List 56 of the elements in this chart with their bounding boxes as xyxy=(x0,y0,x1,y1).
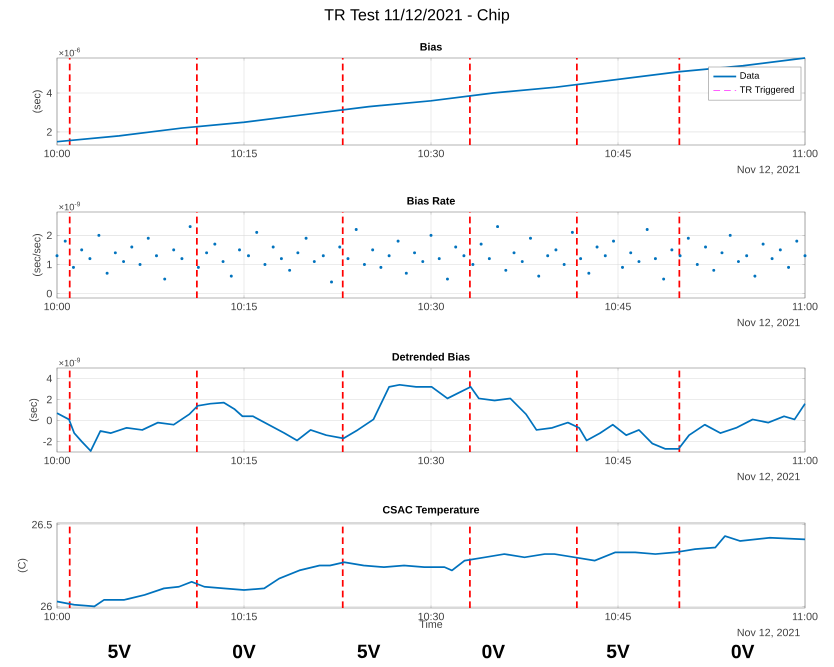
x-tick-label: 11:00 xyxy=(792,612,818,620)
text: ×10$^{-6}$ xyxy=(59,48,80,56)
text: ×10$^{-9}$ xyxy=(59,202,80,210)
y-tick-label: 1 xyxy=(47,260,52,268)
y-axis-title: (sec) xyxy=(32,90,43,113)
x-axis-title: Time xyxy=(420,620,442,628)
legend-label: TR Triggered xyxy=(740,86,794,95)
y-axis-title: (C) xyxy=(18,558,28,572)
x-tick-label: 10:00 xyxy=(44,456,70,464)
y-axis-title: (sec/sec) xyxy=(32,234,43,276)
x-tick-label: 11:00 xyxy=(792,150,818,158)
text: Nov 12, 2021 xyxy=(738,628,800,638)
x-tick-label: 10:45 xyxy=(605,612,631,620)
chart-title: Detrended Bias xyxy=(392,352,470,361)
text: Nov 12, 2021 xyxy=(738,166,800,175)
text: 0V xyxy=(233,644,256,658)
x-tick-label: 10:45 xyxy=(605,456,631,464)
x-tick-label: 10:30 xyxy=(418,150,444,158)
x-tick-label: 10:45 xyxy=(605,150,631,158)
x-tick-label: 10:15 xyxy=(231,302,257,310)
y-tick-label: 2 xyxy=(46,232,52,240)
y-tick-label: 4 xyxy=(46,374,52,382)
text: 0V xyxy=(732,644,754,658)
y-tick-label: 4 xyxy=(46,89,52,97)
x-tick-label: 11:00 xyxy=(792,302,818,310)
y-tick-label: 0 xyxy=(46,290,52,298)
y-tick-label: 26 xyxy=(40,602,52,610)
x-tick-label: 10:15 xyxy=(231,612,257,620)
y-tick-label: 2 xyxy=(46,128,52,136)
chart-title: TR Test 11/12/2021 - Chip xyxy=(324,8,510,24)
text: 0V xyxy=(482,644,505,658)
text: Nov 12, 2021 xyxy=(738,472,800,482)
x-tick-label: 11:00 xyxy=(792,456,818,464)
y-tick-label: -2 xyxy=(43,438,52,446)
text: 5V xyxy=(358,644,380,658)
y-tick-label: 26.5 xyxy=(32,520,52,528)
x-tick-label: 10:15 xyxy=(231,150,257,158)
x-tick-label: 10:45 xyxy=(605,302,631,310)
x-tick-label: 10:00 xyxy=(44,302,70,310)
text: Nov 12, 2021 xyxy=(738,318,800,328)
text: ×10$^{-9}$ xyxy=(59,358,80,366)
text: 5V xyxy=(108,644,131,658)
text: 5V xyxy=(606,644,630,658)
y-axis-title: (sec) xyxy=(29,398,39,422)
x-tick-label: 10:00 xyxy=(44,150,70,158)
x-tick-label: 10:30 xyxy=(418,456,444,464)
y-tick-label: 0 xyxy=(46,416,52,424)
legend-label: Data xyxy=(740,72,760,79)
x-tick-label: 10:30 xyxy=(418,612,444,620)
chart-subtitle: Bias xyxy=(420,42,442,51)
x-tick-label: 10:00 xyxy=(44,612,70,620)
x-tick-label: 10:15 xyxy=(231,456,257,464)
x-tick-label: 10:30 xyxy=(418,302,444,310)
y-tick-label: 2 xyxy=(46,396,52,404)
chart-title: Bias Rate xyxy=(407,196,455,205)
chart-title: CSAC Temperature xyxy=(382,506,480,516)
